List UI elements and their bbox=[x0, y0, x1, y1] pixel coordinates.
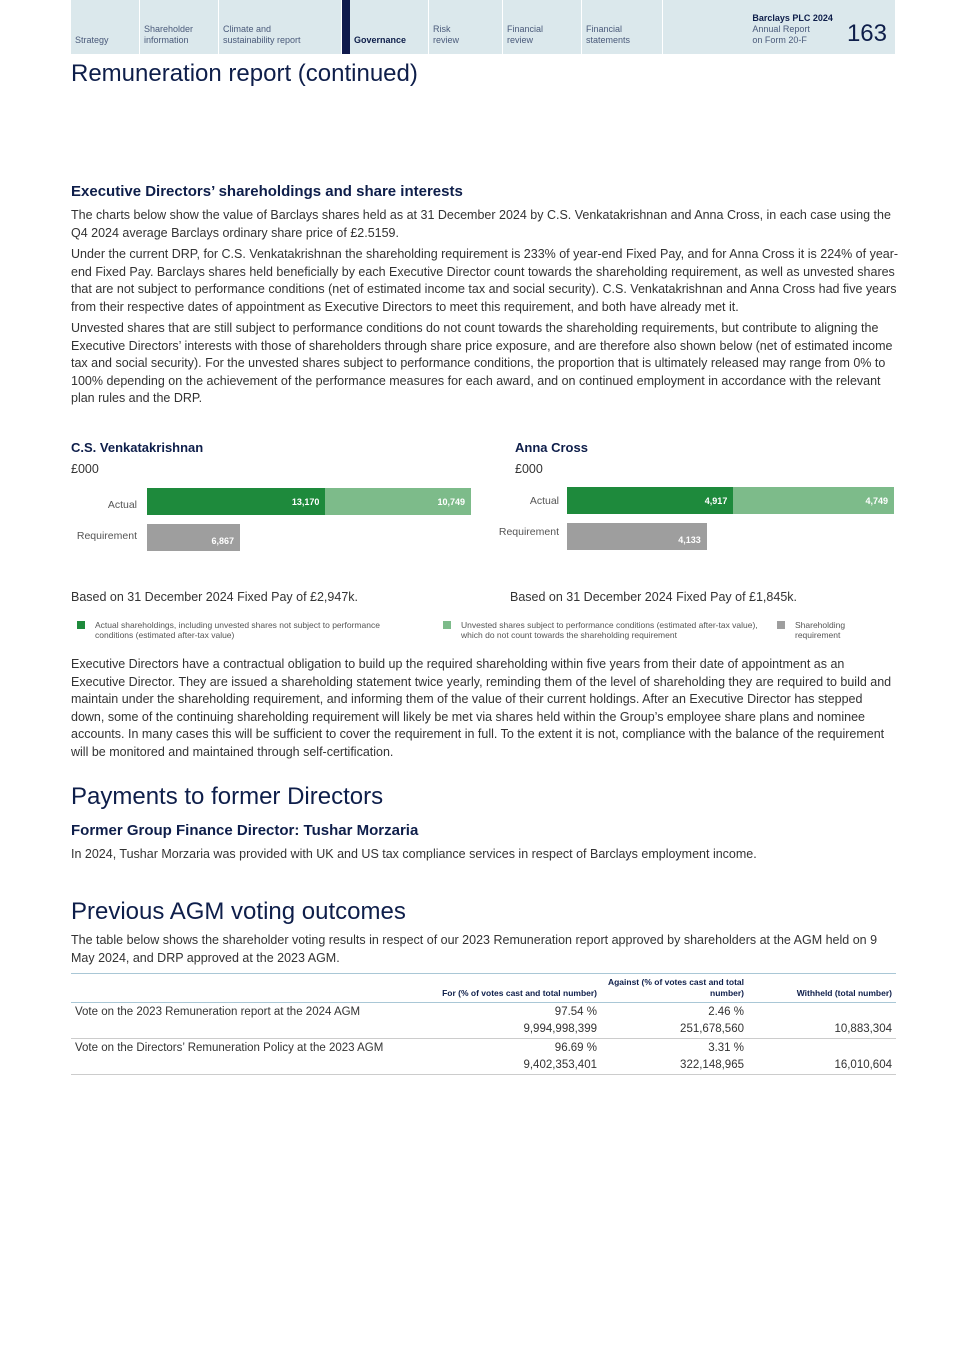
chart-unit: £000 bbox=[515, 462, 543, 476]
page-number: 163 bbox=[846, 20, 887, 47]
chart-title: Anna Cross bbox=[515, 440, 588, 455]
shareholdings-text: The charts below show the value of Barcl… bbox=[71, 208, 899, 405]
legend-unvested: Unvested shares subject to performance c… bbox=[443, 620, 763, 640]
nav-risk-review[interactable]: Risk review bbox=[429, 0, 503, 54]
bar-requirement: 4,133 bbox=[567, 523, 707, 550]
shareholdings-after-text: Executive Directors have a contractual o… bbox=[71, 657, 892, 759]
category-label: Actual bbox=[107, 499, 137, 511]
agm-voting-table: For (% of votes cast and total number) A… bbox=[71, 973, 896, 1075]
data-label: 4,133 bbox=[678, 534, 701, 545]
data-label: 10,749 bbox=[437, 496, 465, 507]
section-nav: Strategy Shareholder information Climate… bbox=[71, 0, 895, 54]
category-label: Actual bbox=[529, 495, 559, 507]
page-title: Remuneration report (continued) bbox=[71, 60, 418, 87]
legend-swatch bbox=[77, 621, 85, 629]
category-label: Requirement bbox=[498, 526, 559, 538]
table-header: For (% of votes cast and total number) A… bbox=[71, 973, 896, 1003]
data-label: 4,917 bbox=[704, 495, 728, 506]
bar-requirement: 6,867 bbox=[147, 524, 241, 551]
agm-text: The table below shows the shareholder vo… bbox=[71, 933, 878, 965]
data-label: 4,749 bbox=[865, 495, 888, 506]
payments-subheading: Former Group Finance Director: Tushar Mo… bbox=[71, 822, 419, 839]
chart-title: C.S. Venkatakrishnan bbox=[71, 440, 204, 455]
brand-title: Barclays PLC 2024 bbox=[752, 13, 833, 23]
chart-venkatakrishnan: C.S. Venkatakrishnan £000 Actual Require… bbox=[71, 440, 481, 610]
nav-financial-statements[interactable]: Financial statements bbox=[582, 0, 663, 54]
legend-requirement: Shareholding requirement bbox=[777, 620, 867, 640]
chart-unit: £000 bbox=[71, 462, 99, 476]
bar-actual: 4,917 bbox=[567, 487, 734, 514]
chart-anna-cross: Anna Cross £000 Actual Requirement 4,917… bbox=[496, 440, 896, 610]
legend-swatch bbox=[777, 621, 785, 629]
nav-strategy[interactable]: Strategy bbox=[71, 0, 140, 54]
agm-heading: Previous AGM voting outcomes bbox=[71, 898, 406, 925]
chart-note: Based on 31 December 2024 Fixed Pay of £… bbox=[510, 590, 797, 604]
table-row: Vote on the 2023 Remuneration report at … bbox=[75, 1005, 744, 1018]
nav-financial-review[interactable]: Financial review bbox=[503, 0, 582, 54]
legend-actual: Actual shareholdings, including unvested… bbox=[77, 620, 417, 640]
chart-note: Based on 31 December 2024 Fixed Pay of £… bbox=[71, 590, 358, 604]
table-row: 9,994,998,399 251,678,560 10,883,304 bbox=[71, 1020, 896, 1039]
nav-climate[interactable]: Climate and sustainability report bbox=[219, 0, 342, 54]
data-label: 6,867 bbox=[211, 535, 235, 546]
nav-governance[interactable]: Governance bbox=[342, 0, 429, 54]
shareholdings-heading: Executive Directors’ shareholdings and s… bbox=[71, 183, 463, 200]
bar-unvested: 10,749 bbox=[325, 488, 471, 515]
report-brand: Barclays PLC 2024 Annual Report on Form 20… bbox=[752, 13, 887, 47]
bar-unvested: 4,749 bbox=[733, 487, 894, 514]
payments-heading: Payments to former Directors bbox=[71, 783, 384, 810]
category-label: Requirement bbox=[76, 530, 137, 542]
data-label: 13,170 bbox=[291, 496, 320, 507]
nav-shareholder-information[interactable]: Shareholder information bbox=[140, 0, 219, 54]
legend-swatch bbox=[443, 621, 451, 629]
payments-text: In 2024, Tushar Morzaria was provided wi… bbox=[71, 847, 757, 861]
table-row: 9,402,353,401 322,148,965 16,010,604 bbox=[71, 1056, 896, 1075]
bar-actual: 13,170 bbox=[147, 488, 326, 515]
table-row: Vote on the Directors’ Remuneration Poli… bbox=[75, 1041, 744, 1054]
